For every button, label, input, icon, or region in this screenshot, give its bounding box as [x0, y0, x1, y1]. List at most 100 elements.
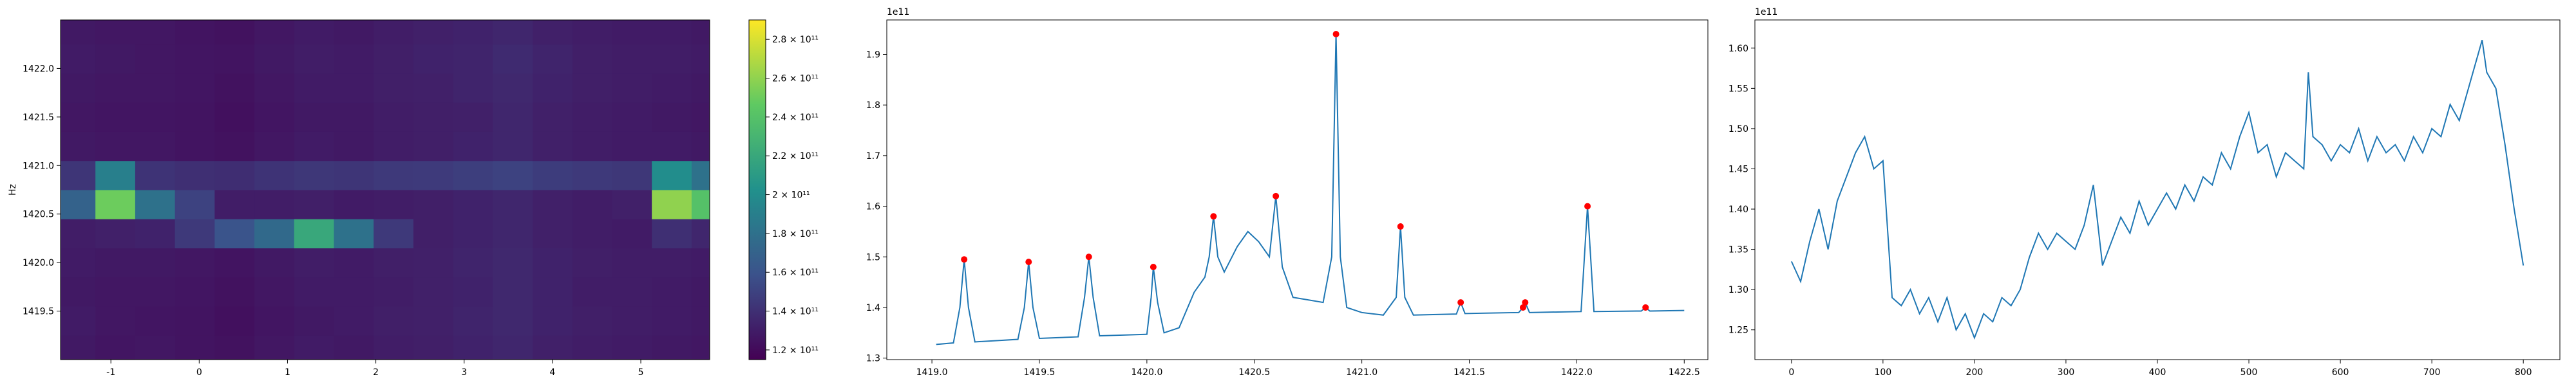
heatmap-cell	[493, 306, 533, 336]
heatmap-cell	[95, 20, 136, 45]
heatmap-cell	[413, 44, 454, 74]
heatmap-cell	[612, 160, 652, 190]
colorbar-tick-label: 1.4 × 10¹¹	[772, 307, 819, 317]
heatmap-cell	[214, 335, 255, 360]
peak-marker	[1025, 259, 1032, 266]
heatmap-cell	[493, 277, 533, 307]
heatmap-cell	[95, 277, 136, 307]
heatmap-cell	[374, 248, 414, 278]
heatmap-cell	[254, 102, 295, 132]
heatmap-cell	[334, 160, 374, 190]
heatmap-cell	[175, 277, 215, 307]
axes-frame	[886, 19, 1709, 360]
heatmap-cell	[61, 248, 96, 278]
heatmap-cell	[374, 73, 414, 103]
heatmap-cell	[612, 335, 652, 360]
axes-frame	[1754, 19, 2561, 360]
heatmap-cell	[413, 219, 454, 249]
heatmap-cell	[95, 248, 136, 278]
heatmap-cell	[254, 20, 295, 45]
heatmap-cell	[294, 44, 334, 74]
heatmap-cell	[374, 335, 414, 360]
peak-marker	[1519, 304, 1526, 311]
y-tick-label: 1.7	[866, 151, 880, 161]
heatmap-cell	[493, 190, 533, 219]
heatmap-cell	[254, 277, 295, 307]
heatmap-cell	[61, 73, 96, 103]
heatmap-cell	[95, 335, 136, 360]
x-tick-label: 4	[549, 367, 555, 378]
heatmap-cell	[61, 190, 96, 219]
heatmap-cell	[254, 44, 295, 74]
x-tick-label: 1420.0	[1131, 367, 1162, 378]
heatmap-cell	[413, 160, 454, 190]
colorbar-tick-label: 1.6 × 10¹¹	[772, 268, 819, 278]
heatmap-cell	[691, 44, 710, 74]
peak-marker	[1150, 264, 1157, 270]
heatmap-cell	[691, 248, 710, 278]
colorbar	[748, 19, 766, 360]
x-tick-label: 300	[2058, 367, 2075, 378]
heatmap-cell	[294, 102, 334, 132]
heatmap-cell	[652, 219, 692, 249]
heatmap-cell	[374, 102, 414, 132]
heatmap-cell	[254, 306, 295, 336]
heatmap-cell	[533, 44, 573, 74]
heatmap-cell	[612, 277, 652, 307]
heatmap-cell	[652, 160, 692, 190]
heatmap-cell	[175, 102, 215, 132]
heatmap-cell	[612, 73, 652, 103]
heatmap-cell	[334, 102, 374, 132]
heatmap-cell	[135, 20, 176, 45]
heatmap-cell	[453, 277, 493, 307]
heatmap-cell	[652, 73, 692, 103]
heatmap-cell	[453, 160, 493, 190]
colorbar-tick-label: 2.8 × 10¹¹	[772, 35, 819, 45]
peak-marker	[1584, 203, 1591, 210]
heatmap-cell	[612, 131, 652, 161]
y-tick-label: 1.6	[866, 202, 880, 212]
y-tick-label: 1.25	[1728, 326, 1748, 336]
heatmap-cell	[334, 73, 374, 103]
heatmap-cell	[61, 20, 96, 45]
heatmap-cell	[612, 190, 652, 219]
heatmap-cell	[691, 335, 710, 360]
heatmap-cell	[572, 44, 612, 74]
x-tick-label: 5	[638, 367, 644, 378]
y-tick-label: 1.3	[866, 354, 880, 364]
heatmap-cell	[175, 20, 215, 45]
heatmap-cell	[135, 102, 176, 132]
heatmap-cell	[95, 44, 136, 74]
heatmap-cell	[175, 306, 215, 336]
heatmap-cell	[652, 190, 692, 219]
heatmap-cell	[95, 160, 136, 190]
heatmap-cell	[254, 160, 295, 190]
heatmap-cell	[214, 44, 255, 74]
heatmap-cell	[374, 277, 414, 307]
heatmap-cell	[135, 190, 176, 219]
x-tick-label: 1420.5	[1238, 367, 1270, 378]
peak-marker	[1210, 213, 1217, 220]
heatmap-cell	[572, 219, 612, 249]
heatmap-cell	[612, 306, 652, 336]
heatmap-cell	[413, 335, 454, 360]
heatmap-cell	[294, 190, 334, 219]
heatmap-cell	[214, 277, 255, 307]
colorbar-tick-label: 2.4 × 10¹¹	[772, 113, 819, 123]
heatmap-cell	[254, 190, 295, 219]
heatmap-cell	[214, 131, 255, 161]
heatmap-cell	[61, 131, 96, 161]
heatmap-cell	[453, 102, 493, 132]
heatmap-cell	[572, 277, 612, 307]
x-tick-label: 500	[2240, 367, 2258, 378]
heatmap-cell	[652, 335, 692, 360]
heatmap-cell	[612, 102, 652, 132]
heatmap-cell	[175, 335, 215, 360]
heatmap-cell	[294, 335, 334, 360]
heatmap-cell	[294, 277, 334, 307]
heatmap-cell	[413, 131, 454, 161]
heatmap-cell	[612, 219, 652, 249]
heatmap-cell	[612, 44, 652, 74]
heatmap-cell	[95, 102, 136, 132]
